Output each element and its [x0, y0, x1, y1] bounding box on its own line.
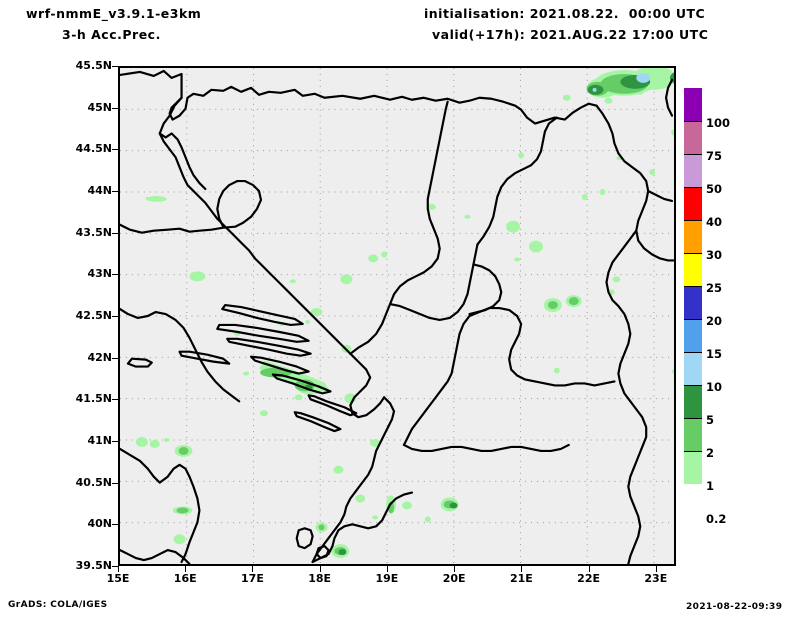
colorbar-segment [684, 451, 702, 484]
x-axis-label: 22E [577, 572, 600, 585]
y-axis-tick [112, 191, 118, 192]
valid-time: valid(+17h): 2021.AUG.22 17:00 UTC [432, 27, 709, 42]
y-axis-label: 41N [87, 434, 112, 447]
coastlines-and-borders [120, 69, 674, 564]
x-axis-tick [252, 566, 254, 572]
colorbar-tick-label: 10 [706, 380, 723, 394]
colorbar-segment [684, 385, 702, 418]
x-axis-tick [655, 566, 657, 572]
y-axis-label: 45.5N [75, 59, 112, 72]
y-axis-tick [112, 232, 118, 234]
y-axis-tick [112, 316, 118, 317]
x-axis-tick [454, 566, 456, 572]
x-axis-tick [386, 566, 388, 572]
footer-timestamp: 2021-08-22-09:39 [686, 602, 783, 612]
colorbar-segment [684, 88, 702, 121]
colorbar-tick-label: 2 [706, 446, 715, 460]
y-axis-label: 44.5N [75, 142, 112, 156]
colorbar-tick-label: 40 [706, 215, 723, 229]
x-axis-tick [319, 566, 321, 572]
initialisation-time: initialisation: 2021.08.22. 00:00 UTC [424, 6, 706, 21]
y-axis-label: 44N [87, 184, 112, 197]
y-axis-label: 43.5N [75, 225, 112, 239]
colorbar-tick-label: 50 [706, 182, 723, 196]
x-axis-tick [118, 566, 119, 572]
y-axis-tick [112, 482, 118, 484]
y-axis-tick [112, 274, 118, 276]
colorbar-tick-label: 30 [706, 248, 723, 262]
x-axis-label: 15E [106, 572, 130, 585]
colorbar-tick-label: 1 [706, 479, 715, 493]
y-axis-label: 43N [87, 267, 112, 281]
y-axis-label: 45N [87, 100, 112, 114]
y-axis-tick [112, 357, 118, 359]
y-axis-tick [112, 441, 118, 442]
colorbar-segment [684, 286, 702, 319]
colorbar-tick-label: 0.2 [706, 512, 727, 526]
precipitation-field [135, 68, 674, 559]
colorbar-tick-label: 100 [706, 116, 731, 130]
y-axis-tick [112, 566, 118, 567]
map-plot-area [118, 66, 676, 566]
y-axis-label: 39.5N [75, 559, 112, 572]
y-axis-label: 42.5N [75, 309, 112, 322]
y-axis-tick [112, 524, 118, 526]
colorbar-segment [684, 187, 702, 220]
y-axis-label: 41.5N [75, 392, 112, 406]
colorbar-tick-label: 20 [706, 314, 723, 328]
colorbar-tick-label: 75 [706, 149, 723, 163]
x-axis-label: 19E [375, 572, 399, 585]
y-axis-tick [112, 399, 118, 401]
x-axis-label: 23E [644, 572, 668, 585]
field-title: 3-h Acc.Prec. [62, 27, 161, 42]
y-axis-tick [112, 107, 118, 109]
x-axis-label: 21E [509, 572, 533, 585]
colorbar-segment [684, 121, 702, 154]
model-title: wrf-nmmE_v3.9.1-e3km [26, 6, 202, 21]
x-axis-label: 20E [442, 572, 466, 585]
x-axis-tick [185, 566, 187, 572]
colorbar-segment [684, 352, 702, 385]
colorbar-segment [684, 253, 702, 286]
colorbar-segment [684, 154, 702, 187]
colorbar-tick-label: 5 [706, 413, 715, 427]
colorbar-tick-label: 15 [706, 347, 723, 361]
x-axis-label: 18E [308, 572, 332, 585]
y-axis-label: 40.5N [75, 475, 112, 489]
x-axis-tick [588, 566, 590, 572]
y-axis-label: 40N [87, 517, 112, 531]
y-axis-tick [112, 66, 118, 67]
x-axis-tick [521, 566, 523, 572]
x-axis-label: 16E [173, 572, 197, 585]
colorbar-segment [684, 319, 702, 352]
footer-credit: GrADS: COLA/IGES [8, 600, 108, 610]
colorbar-segment [684, 418, 702, 451]
colorbar-segment [684, 220, 702, 253]
x-axis-label: 17E [241, 572, 264, 585]
colorbar-tick-label: 25 [706, 281, 723, 295]
gridlines [120, 68, 674, 564]
colorbar [684, 88, 702, 520]
y-axis-tick [112, 149, 118, 151]
map-canvas [120, 68, 674, 564]
y-axis-label: 42N [87, 350, 112, 364]
